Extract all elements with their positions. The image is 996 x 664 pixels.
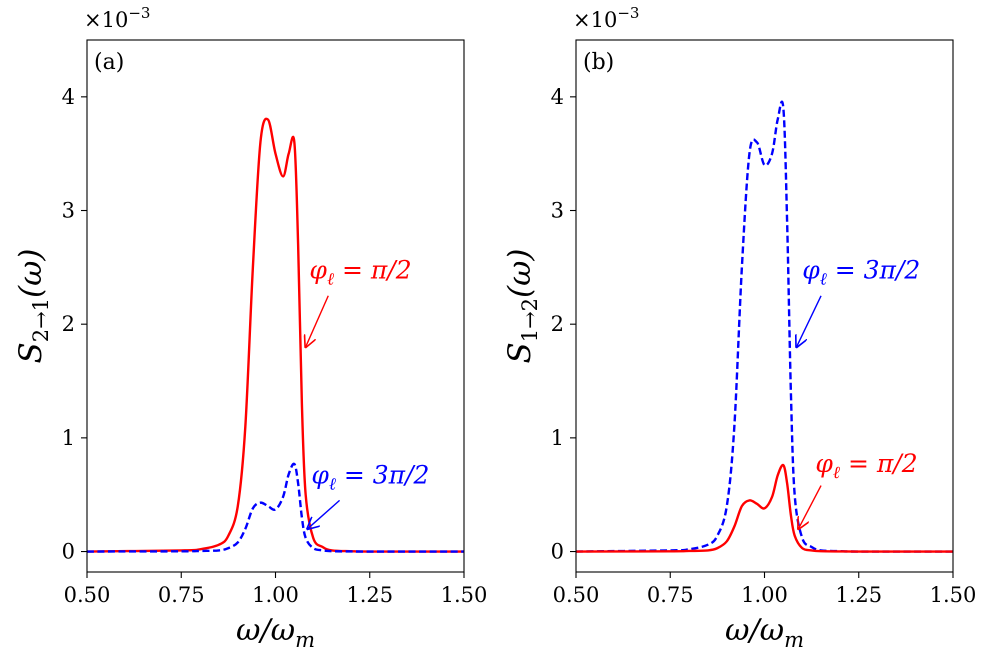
x-axis-label-sub: m [784,628,804,652]
y-tick-label: 3 [551,199,564,223]
x-tick-label: 0.50 [553,583,600,607]
plot-frame [86,39,465,573]
panel-label: (b) [583,50,614,75]
annotation-arrow [308,499,341,528]
series-group [576,100,953,553]
x-axis-label-sub: m [295,628,315,652]
y-axis-label-main: S [502,342,538,363]
y-tick-label: 2 [62,312,75,336]
annotation-symbol: φ [311,460,329,489]
annotation-subscript: ℓ [329,474,336,494]
series-line-blue [576,100,953,553]
annotation-arrow [797,295,822,347]
y-axis-label: S2→1(ω) [13,248,53,363]
annotation-value: = π/2 [840,449,918,478]
annotation-arrow [306,295,329,347]
annotation-symbol: φ [802,256,820,285]
y-tick-label: 4 [551,85,564,109]
x-tick-label: 1.00 [741,583,788,607]
y-tick-label: 0 [62,540,75,564]
x-axis-label: ω/ωm [236,613,315,652]
annotation-label: φℓ = π/2 [309,256,411,290]
annotation-label: φℓ = 3π/2 [311,460,429,494]
y-axis-label-sub: 1→2 [518,298,542,342]
x-tick-label: 0.75 [647,583,694,607]
annotation-symbol: φ [309,256,327,285]
y-axis-label-tail: (ω) [502,248,538,297]
y-tick-label: 4 [62,85,75,109]
x-tick-label: 1.25 [835,583,882,607]
offset-exponent: −3 [617,4,639,22]
x-tick-label: 1.50 [930,583,977,607]
y-tick-label: 3 [62,199,75,223]
x-tick-label: 1.50 [441,583,488,607]
y-axis-label-main: S [13,342,49,363]
y-offset-label: ×10−3 [84,4,150,32]
offset-base: ×10 [84,8,128,32]
offset-base: ×10 [573,8,617,32]
chart-panel-b: 0.50 0.75 1.00 1.25 1.50 0 1 2 3 4 ×10−3 (b) ω/ωm S1→… [502,4,976,652]
x-tick-label: 0.50 [64,583,111,607]
series-line-red [87,117,464,553]
x-tick-label: 1.00 [252,583,299,607]
x-tick-label: 1.25 [346,583,393,607]
offset-exponent: −3 [128,4,150,22]
annotation-value: = π/2 [334,256,412,285]
annotation-subscript: ℓ [833,463,840,483]
annotation-subscript: ℓ [327,270,334,290]
chart-panel-a: 0.50 0.75 1.00 1.25 1.50 0 1 2 3 4 ×10−3 (a) ω/ωm S2→… [13,4,487,652]
y-tick-label: 2 [551,312,564,336]
series-line-blue [87,462,464,553]
annotation-value: = 3π/2 [336,460,430,489]
series-group [87,117,464,553]
x-axis-label: ω/ωm [725,613,804,652]
y-axis-label: S1→2(ω) [502,248,542,363]
series-line-red [576,463,953,553]
annotation-value: = 3π/2 [827,256,921,285]
y-tick-label: 1 [62,426,75,450]
annotation-label: φℓ = 3π/2 [802,256,920,290]
annotation-symbol: φ [815,449,833,478]
y-axis-label-tail: (ω) [13,248,49,297]
y-axis-label-sub: 2→1 [29,298,53,342]
panel-label: (a) [94,50,124,75]
y-tick-label: 1 [551,426,564,450]
annotation-arrow [798,485,822,529]
x-axis-label-main: ω/ω [725,613,784,648]
annotation-subscript: ℓ [820,270,827,290]
y-tick-label: 0 [551,540,564,564]
x-tick-label: 0.75 [158,583,205,607]
y-offset-label: ×10−3 [573,4,639,32]
x-axis-label-main: ω/ω [236,613,295,648]
plot-frame [575,39,954,573]
annotation-label: φℓ = π/2 [815,449,917,483]
